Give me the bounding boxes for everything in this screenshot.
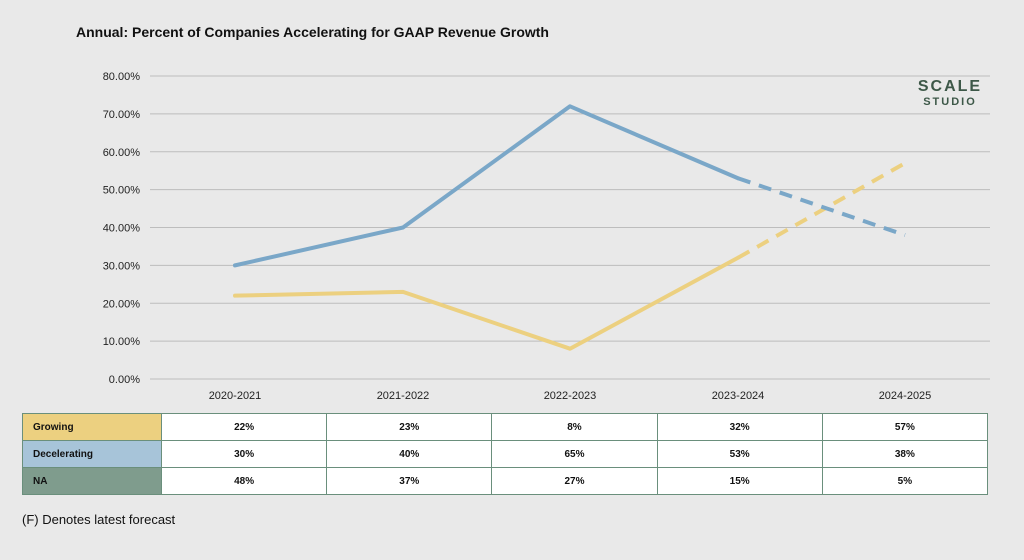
row-label-decelerating: Decelerating [22, 440, 162, 468]
x-tick-label: 2021-2022 [377, 390, 430, 402]
series-lines [233, 104, 906, 351]
y-tick-label: 50.00% [103, 185, 141, 197]
x-tick-label: 2023-2024 [712, 390, 765, 402]
table-cell: 38% [821, 440, 989, 468]
table-cell: 8% [491, 413, 658, 441]
table-cell: 22% [160, 413, 328, 441]
scale-studio-logo: SCALE STUDIO [912, 78, 988, 109]
table-row-decelerating: Decelerating 30% 40% 65% 53% 38% [22, 440, 989, 468]
series-line-decelerating [233, 104, 740, 268]
table-cell: 65% [491, 440, 658, 468]
y-tick-label: 10.00% [103, 336, 141, 348]
row-label-na: NA [22, 467, 162, 495]
table-cell: 30% [160, 440, 328, 468]
table-cell: 53% [656, 440, 823, 468]
y-tick-label: 60.00% [103, 147, 141, 159]
y-tick-label: 0.00% [109, 374, 140, 386]
data-table: Growing 22% 23% 8% 32% 57% Decelerating … [22, 413, 989, 495]
series-line-growing [233, 255, 740, 351]
table-cell: 23% [326, 413, 493, 441]
row-label-growing: Growing [22, 413, 162, 441]
x-axis-ticks: 2020-2021 2021-2022 2022-2023 2023-2024 2024… [209, 390, 932, 402]
logo-line-2: STUDIO [923, 96, 977, 108]
y-axis-ticks: 0.00% 10.00% 20.00% 30.00% 40.00% 50.00% 60.00… [103, 71, 141, 386]
line-chart: 0.00% 10.00% 20.00% 30.00% 40.00% 50.00% 60.00… [103, 71, 990, 402]
table-cell: 5% [821, 467, 989, 495]
y-tick-label: 30.00% [103, 260, 141, 272]
chart-title: Annual: Percent of Companies Acceleratin… [76, 24, 549, 40]
table-cell: 40% [326, 440, 493, 468]
x-tick-label: 2022-2023 [544, 390, 597, 402]
table-cell: 32% [656, 413, 823, 441]
table-cell: 27% [491, 467, 658, 495]
table-cell: 57% [821, 413, 989, 441]
y-tick-label: 80.00% [103, 71, 141, 83]
table-row-na: NA 48% 37% 27% 15% 5% [22, 467, 989, 495]
x-tick-label: 2024-2025 [879, 390, 932, 402]
y-tick-label: 40.00% [103, 223, 141, 235]
series-line-decelerating-forecast [737, 176, 906, 237]
gridlines [150, 75, 990, 380]
table-cell: 48% [160, 467, 328, 495]
table-cell: 15% [656, 467, 823, 495]
y-tick-label: 70.00% [103, 109, 141, 121]
table-cell: 37% [326, 467, 493, 495]
table-row-growing: Growing 22% 23% 8% 32% 57% [22, 413, 989, 441]
forecast-note: (F) Denotes latest forecast [22, 512, 176, 527]
logo-line-1: SCALE [917, 78, 983, 95]
series-line-growing-forecast [737, 161, 906, 260]
x-tick-label: 2020-2021 [209, 390, 262, 402]
y-tick-label: 20.00% [103, 298, 141, 310]
